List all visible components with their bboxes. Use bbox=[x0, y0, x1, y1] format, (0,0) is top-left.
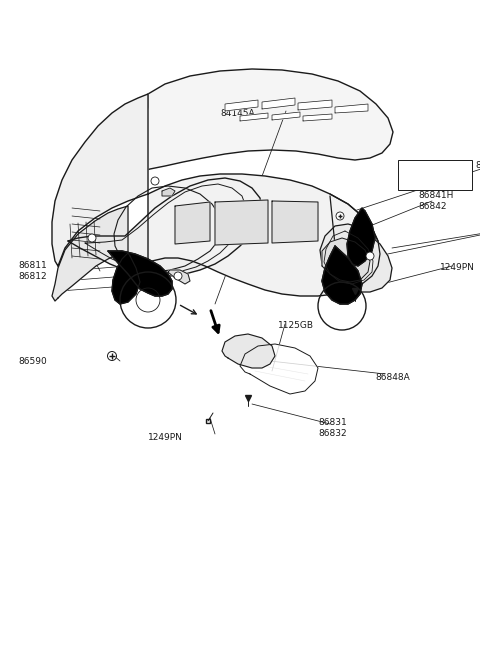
Text: 1249PN: 1249PN bbox=[148, 434, 183, 443]
Polygon shape bbox=[298, 100, 332, 110]
Text: 84145A: 84145A bbox=[220, 108, 254, 117]
Polygon shape bbox=[162, 188, 175, 196]
Polygon shape bbox=[52, 94, 148, 266]
Polygon shape bbox=[240, 113, 268, 121]
Circle shape bbox=[151, 177, 159, 185]
Polygon shape bbox=[240, 344, 318, 394]
Polygon shape bbox=[262, 98, 295, 109]
Polygon shape bbox=[335, 104, 368, 113]
Polygon shape bbox=[222, 334, 275, 368]
FancyBboxPatch shape bbox=[398, 160, 472, 190]
Polygon shape bbox=[303, 114, 332, 121]
Polygon shape bbox=[215, 200, 268, 245]
Polygon shape bbox=[225, 100, 258, 111]
Circle shape bbox=[366, 252, 374, 260]
Polygon shape bbox=[320, 224, 392, 292]
Polygon shape bbox=[175, 202, 210, 244]
Text: 86811
86812: 86811 86812 bbox=[18, 261, 47, 281]
Text: 86831
86832: 86831 86832 bbox=[318, 419, 347, 438]
Circle shape bbox=[88, 234, 96, 242]
Text: 86590: 86590 bbox=[475, 161, 480, 171]
Polygon shape bbox=[168, 270, 190, 284]
Circle shape bbox=[336, 212, 344, 220]
Polygon shape bbox=[112, 253, 140, 304]
Polygon shape bbox=[347, 208, 375, 266]
Text: 1125GB: 1125GB bbox=[278, 321, 314, 331]
Text: 86821B
86822B: 86821B 86822B bbox=[405, 171, 440, 191]
Polygon shape bbox=[322, 238, 370, 282]
Polygon shape bbox=[272, 112, 300, 120]
Polygon shape bbox=[52, 206, 128, 301]
Text: 86841H
86842: 86841H 86842 bbox=[418, 192, 454, 211]
Circle shape bbox=[108, 352, 117, 361]
Polygon shape bbox=[108, 251, 172, 296]
Polygon shape bbox=[322, 246, 362, 304]
Text: 1249PN: 1249PN bbox=[440, 264, 475, 272]
Text: 86590: 86590 bbox=[18, 356, 47, 365]
Polygon shape bbox=[130, 69, 393, 173]
Polygon shape bbox=[68, 178, 262, 276]
Circle shape bbox=[174, 272, 182, 280]
Text: 86848A: 86848A bbox=[375, 373, 410, 382]
Polygon shape bbox=[272, 201, 318, 243]
Polygon shape bbox=[132, 174, 380, 296]
